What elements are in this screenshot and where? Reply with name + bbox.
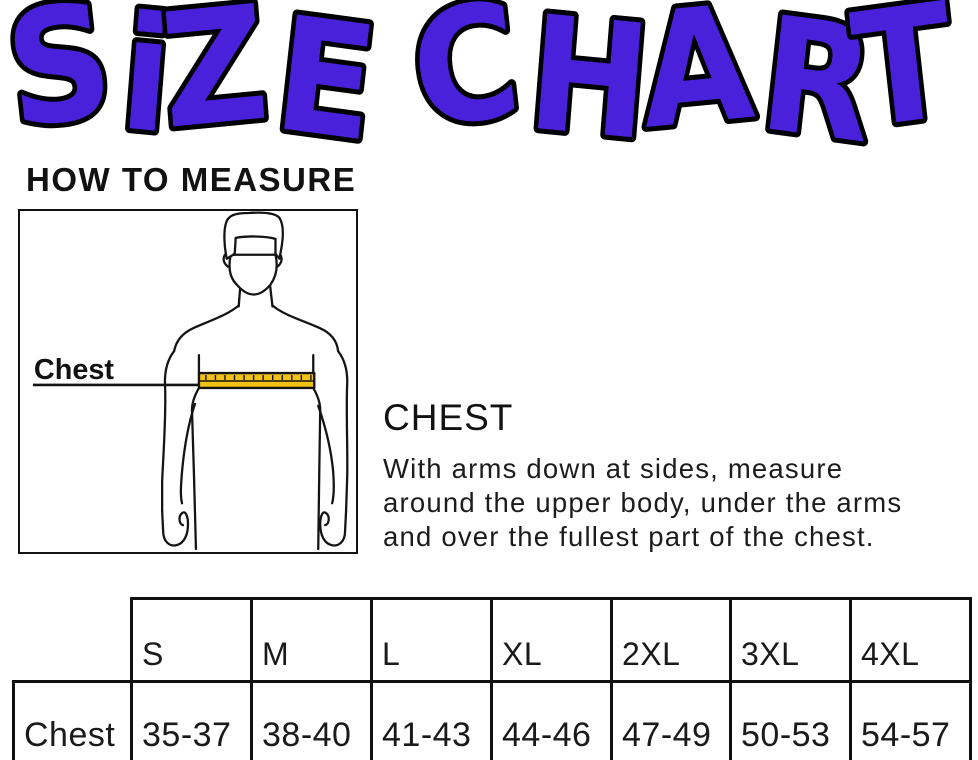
chest-value-xl: 44-46	[490, 680, 613, 760]
figure-face	[228, 253, 278, 296]
chest-value-l: 41-43	[370, 680, 493, 760]
how-to-measure-heading: HOW TO MEASURE	[26, 161, 357, 198]
size-header-row: S M L XL 2XL 3XL 4XL	[14, 597, 972, 683]
figure-shoulders	[172, 304, 340, 353]
size-col-header-2xl: 2XL	[610, 597, 732, 683]
size-col-header-xl: XL	[490, 597, 613, 683]
measurement-figure-box: Chest	[18, 209, 358, 554]
size-col-header-4xl: 4XL	[849, 597, 972, 683]
size-col-header-m: M	[250, 597, 373, 683]
figure-hair	[223, 211, 284, 260]
figure-left-hand	[161, 510, 190, 547]
chest-value-2xl: 47-49	[610, 680, 732, 760]
figure-torso-sides	[190, 386, 322, 551]
size-col-header-s: S	[130, 597, 253, 683]
chest-measurement-row: Chest 35-37 38-40 41-43 44-46 47-49 50-5…	[12, 680, 972, 760]
size-chart-table: S M L XL 2XL 3XL 4XL Chest 35-37 38-40 4…	[12, 597, 972, 760]
chest-value-s: 35-37	[130, 680, 253, 760]
chest-value-3xl: 50-53	[729, 680, 852, 760]
figure-inner-arms	[179, 402, 335, 505]
instruction-line: around the upper body, under the arms	[383, 487, 903, 518]
tape-ticks	[205, 375, 312, 381]
figure-chest-edges	[197, 354, 315, 375]
figure-chest-label: Chest	[34, 354, 114, 386]
chest-row-label: Chest	[12, 680, 133, 760]
figure-right-hand	[319, 510, 348, 547]
instruction-line: and over the fullest part of the chest.	[383, 521, 875, 552]
instruction-paragraph: With arms down at sides, measure around …	[383, 452, 902, 554]
instruction-heading: CHEST	[383, 397, 514, 438]
size-col-header-3xl: 3XL	[729, 597, 852, 683]
chest-value-4xl: 54-57	[849, 680, 972, 760]
chest-value-m: 38-40	[250, 680, 373, 760]
page-title: SiZE CHART	[0, 0, 963, 152]
title-art: SiZE CHART	[0, 0, 968, 152]
table-corner-blank	[14, 599, 132, 682]
size-col-header-l: L	[370, 597, 493, 683]
instruction-line: With arms down at sides, measure	[383, 453, 844, 484]
figure-outer-arms	[161, 350, 349, 513]
male-torso-figure: Chest	[32, 211, 349, 551]
